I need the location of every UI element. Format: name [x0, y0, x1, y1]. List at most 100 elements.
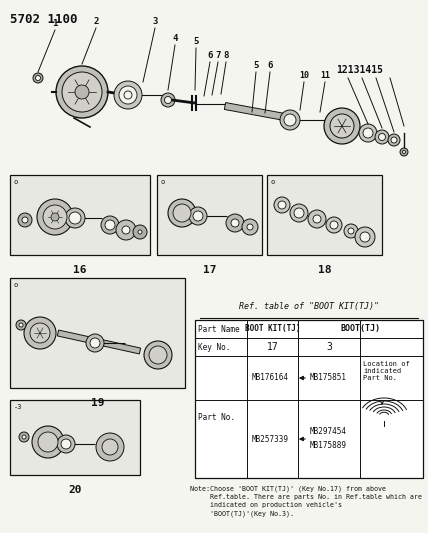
Circle shape	[348, 228, 354, 234]
Circle shape	[193, 211, 203, 221]
Circle shape	[326, 217, 342, 233]
Text: 11: 11	[320, 71, 330, 80]
Text: 2: 2	[93, 17, 99, 26]
Circle shape	[75, 85, 89, 99]
Circle shape	[400, 148, 408, 156]
Circle shape	[69, 212, 81, 224]
Circle shape	[30, 323, 50, 343]
Circle shape	[86, 334, 104, 352]
Text: 7: 7	[215, 51, 221, 60]
Text: 5702 1100: 5702 1100	[10, 13, 77, 26]
Bar	[10, 400, 140, 475]
Circle shape	[231, 219, 239, 227]
Circle shape	[120, 87, 136, 103]
Circle shape	[36, 76, 41, 80]
Circle shape	[149, 346, 167, 364]
Text: 18: 18	[318, 265, 331, 275]
Text: 17: 17	[267, 342, 278, 352]
Circle shape	[37, 199, 73, 235]
Circle shape	[22, 217, 28, 223]
Polygon shape	[57, 330, 141, 354]
Bar	[157, 175, 262, 255]
Circle shape	[344, 224, 358, 238]
Text: 5: 5	[253, 61, 259, 70]
Circle shape	[274, 197, 290, 213]
Text: 19: 19	[91, 398, 104, 408]
Text: BOOT(TJ): BOOT(TJ)	[341, 325, 380, 334]
Circle shape	[33, 73, 43, 83]
Circle shape	[280, 110, 300, 130]
Circle shape	[173, 204, 191, 222]
Polygon shape	[224, 102, 291, 122]
Text: 20: 20	[68, 485, 82, 495]
Circle shape	[294, 208, 304, 218]
Text: Note:Choose 'BOOT KIT(TJ)' (Key No.17) from above
     Ref.table. There are part: Note:Choose 'BOOT KIT(TJ)' (Key No.17) f…	[190, 486, 422, 517]
Text: 1: 1	[52, 19, 58, 28]
Circle shape	[133, 225, 147, 239]
Text: o: o	[14, 179, 18, 185]
Text: MB175889: MB175889	[310, 441, 347, 450]
Circle shape	[122, 226, 130, 234]
Text: Part No.: Part No.	[198, 413, 235, 422]
Text: Part Name: Part Name	[198, 325, 240, 334]
Text: o: o	[161, 179, 165, 185]
Circle shape	[119, 86, 137, 104]
Circle shape	[360, 232, 370, 242]
Text: 10: 10	[299, 71, 309, 80]
Text: 6: 6	[268, 61, 273, 70]
Bar	[267, 175, 382, 255]
Circle shape	[116, 220, 136, 240]
Circle shape	[18, 213, 32, 227]
Circle shape	[90, 338, 100, 348]
Circle shape	[138, 230, 142, 234]
Circle shape	[144, 341, 172, 369]
Circle shape	[32, 426, 64, 458]
Circle shape	[114, 81, 142, 109]
Bar	[195, 320, 423, 478]
Text: 3: 3	[326, 342, 332, 352]
Circle shape	[19, 323, 23, 327]
Circle shape	[61, 439, 71, 449]
Circle shape	[355, 227, 375, 247]
Circle shape	[290, 204, 308, 222]
Text: 12131415: 12131415	[336, 65, 383, 75]
Circle shape	[391, 137, 397, 143]
Text: 5: 5	[193, 37, 199, 46]
Circle shape	[102, 439, 118, 455]
Circle shape	[96, 433, 124, 461]
Circle shape	[330, 221, 338, 229]
Circle shape	[124, 91, 132, 99]
Circle shape	[22, 435, 26, 439]
Circle shape	[16, 320, 26, 330]
Circle shape	[161, 93, 175, 107]
Circle shape	[378, 133, 386, 141]
Circle shape	[62, 72, 102, 112]
Circle shape	[359, 124, 377, 142]
Text: Ref. table of "BOOT KIT(TJ)": Ref. table of "BOOT KIT(TJ)"	[239, 302, 379, 311]
Circle shape	[164, 96, 172, 103]
Circle shape	[101, 216, 119, 234]
Text: 3: 3	[152, 17, 158, 26]
Circle shape	[242, 219, 258, 235]
Circle shape	[330, 114, 354, 138]
Circle shape	[324, 108, 360, 144]
Text: 6: 6	[207, 51, 213, 60]
Circle shape	[19, 432, 29, 442]
Circle shape	[247, 224, 253, 230]
Text: Location of
indicated
Part No.: Location of indicated Part No.	[363, 361, 410, 381]
Circle shape	[51, 213, 59, 221]
Text: 4: 4	[172, 34, 178, 43]
Circle shape	[24, 317, 56, 349]
Circle shape	[189, 207, 207, 225]
Circle shape	[65, 208, 85, 228]
Bar	[10, 175, 150, 255]
Text: 16: 16	[73, 265, 87, 275]
Circle shape	[313, 215, 321, 223]
Text: 17: 17	[203, 265, 216, 275]
Circle shape	[388, 134, 400, 146]
Text: 8: 8	[223, 51, 229, 60]
Text: o: o	[14, 282, 18, 288]
Text: MB175851: MB175851	[310, 374, 347, 383]
Text: o: o	[271, 179, 275, 185]
Circle shape	[363, 128, 373, 138]
